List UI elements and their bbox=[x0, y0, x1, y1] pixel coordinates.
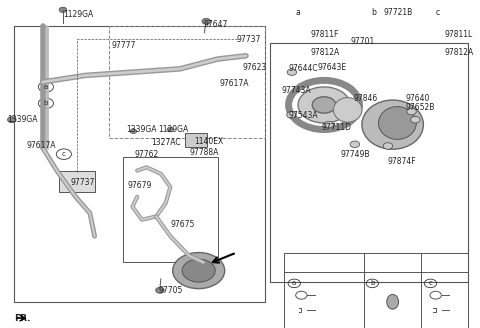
Text: 97679: 97679 bbox=[128, 181, 152, 190]
Text: 97874F: 97874F bbox=[388, 157, 417, 166]
Circle shape bbox=[410, 116, 420, 123]
Text: 97812A: 97812A bbox=[444, 48, 474, 57]
Text: 97811F: 97811F bbox=[311, 30, 339, 39]
Circle shape bbox=[8, 117, 16, 123]
Text: 97737: 97737 bbox=[71, 177, 96, 187]
Text: 1129GA: 1129GA bbox=[158, 125, 189, 134]
Text: 1140EX: 1140EX bbox=[194, 136, 223, 146]
FancyBboxPatch shape bbox=[185, 133, 207, 147]
Text: 97743A: 97743A bbox=[281, 86, 311, 95]
Text: 97617A: 97617A bbox=[27, 141, 57, 151]
Text: 97652B: 97652B bbox=[406, 103, 435, 112]
Circle shape bbox=[156, 287, 164, 293]
Text: 1129GA: 1129GA bbox=[63, 10, 93, 19]
Text: 97617A: 97617A bbox=[220, 79, 250, 88]
Ellipse shape bbox=[387, 295, 398, 309]
Text: 97812A: 97812A bbox=[311, 48, 339, 57]
Text: 97788A: 97788A bbox=[189, 148, 218, 157]
Text: 97811L: 97811L bbox=[444, 30, 473, 39]
Text: a: a bbox=[44, 84, 48, 90]
Text: 97777: 97777 bbox=[111, 41, 135, 51]
Text: c: c bbox=[435, 8, 439, 17]
Text: FR.: FR. bbox=[14, 314, 31, 323]
Ellipse shape bbox=[334, 97, 362, 122]
Text: 97721B: 97721B bbox=[383, 8, 412, 17]
Ellipse shape bbox=[362, 100, 423, 149]
Text: 97737: 97737 bbox=[237, 35, 261, 44]
Text: 97623: 97623 bbox=[242, 63, 266, 72]
Text: 97647: 97647 bbox=[204, 20, 228, 29]
Text: c: c bbox=[429, 280, 432, 286]
Circle shape bbox=[298, 87, 350, 123]
Text: 97705: 97705 bbox=[158, 286, 183, 295]
Text: 97640: 97640 bbox=[406, 94, 430, 103]
Circle shape bbox=[59, 7, 67, 12]
Text: 97749B: 97749B bbox=[341, 150, 370, 159]
Text: 97711D: 97711D bbox=[322, 123, 352, 133]
Circle shape bbox=[130, 129, 137, 133]
Circle shape bbox=[312, 97, 336, 113]
Circle shape bbox=[407, 108, 416, 115]
Text: 1327AC: 1327AC bbox=[151, 138, 181, 147]
Text: 97643E: 97643E bbox=[318, 63, 347, 72]
Ellipse shape bbox=[378, 107, 416, 139]
Circle shape bbox=[324, 121, 334, 128]
Circle shape bbox=[202, 18, 211, 24]
Text: 97701: 97701 bbox=[350, 36, 374, 46]
Text: a: a bbox=[296, 8, 300, 17]
Circle shape bbox=[287, 112, 296, 118]
Circle shape bbox=[287, 69, 297, 75]
Circle shape bbox=[383, 143, 393, 149]
Text: b: b bbox=[44, 100, 48, 106]
Text: b: b bbox=[370, 280, 374, 286]
Circle shape bbox=[173, 253, 225, 289]
Text: 97543A: 97543A bbox=[288, 111, 318, 120]
Text: 97846: 97846 bbox=[354, 94, 378, 103]
Text: b: b bbox=[372, 8, 376, 17]
Circle shape bbox=[182, 259, 215, 282]
Text: a: a bbox=[292, 280, 296, 286]
Text: c: c bbox=[62, 151, 66, 157]
Circle shape bbox=[167, 127, 174, 132]
Text: 97644C: 97644C bbox=[288, 64, 318, 73]
Text: 97762: 97762 bbox=[135, 150, 159, 159]
Text: 1339GA: 1339GA bbox=[126, 125, 157, 134]
Text: 1339GA: 1339GA bbox=[7, 115, 37, 124]
Text: 97675: 97675 bbox=[170, 220, 195, 229]
Circle shape bbox=[350, 141, 360, 148]
FancyBboxPatch shape bbox=[59, 171, 95, 192]
